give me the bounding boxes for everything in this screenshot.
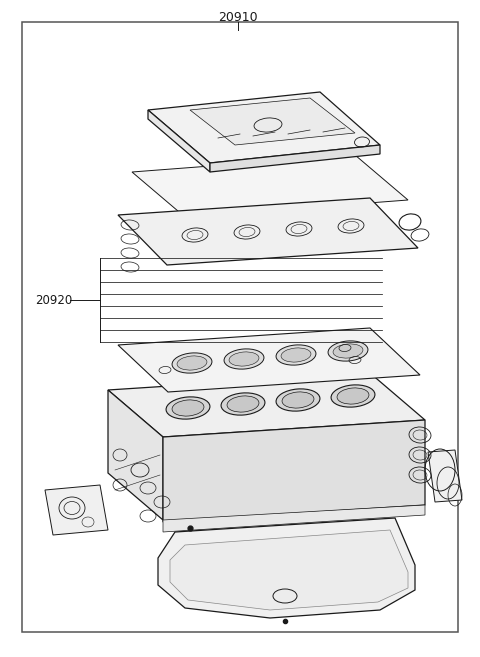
Ellipse shape — [331, 385, 375, 407]
Ellipse shape — [177, 356, 207, 370]
Polygon shape — [108, 373, 425, 437]
Text: 20920: 20920 — [35, 294, 72, 307]
Ellipse shape — [227, 396, 259, 412]
Polygon shape — [132, 155, 408, 217]
Ellipse shape — [328, 341, 368, 361]
Text: 20910: 20910 — [218, 11, 258, 24]
Ellipse shape — [221, 393, 265, 415]
Polygon shape — [163, 420, 425, 522]
Polygon shape — [190, 98, 355, 145]
Polygon shape — [118, 328, 420, 392]
Polygon shape — [148, 110, 210, 172]
Ellipse shape — [172, 400, 204, 416]
Polygon shape — [163, 505, 425, 532]
Polygon shape — [118, 198, 418, 265]
Ellipse shape — [333, 344, 363, 358]
Ellipse shape — [229, 352, 259, 366]
Polygon shape — [158, 518, 415, 618]
Ellipse shape — [282, 392, 314, 408]
Ellipse shape — [276, 389, 320, 411]
Ellipse shape — [224, 349, 264, 369]
Polygon shape — [45, 485, 108, 535]
Ellipse shape — [337, 388, 369, 404]
Polygon shape — [428, 450, 462, 502]
Ellipse shape — [281, 348, 311, 362]
Polygon shape — [108, 390, 163, 520]
Polygon shape — [148, 92, 380, 163]
Ellipse shape — [276, 345, 316, 365]
Ellipse shape — [166, 397, 210, 419]
Ellipse shape — [172, 353, 212, 373]
Polygon shape — [210, 145, 380, 172]
Polygon shape — [170, 530, 408, 610]
